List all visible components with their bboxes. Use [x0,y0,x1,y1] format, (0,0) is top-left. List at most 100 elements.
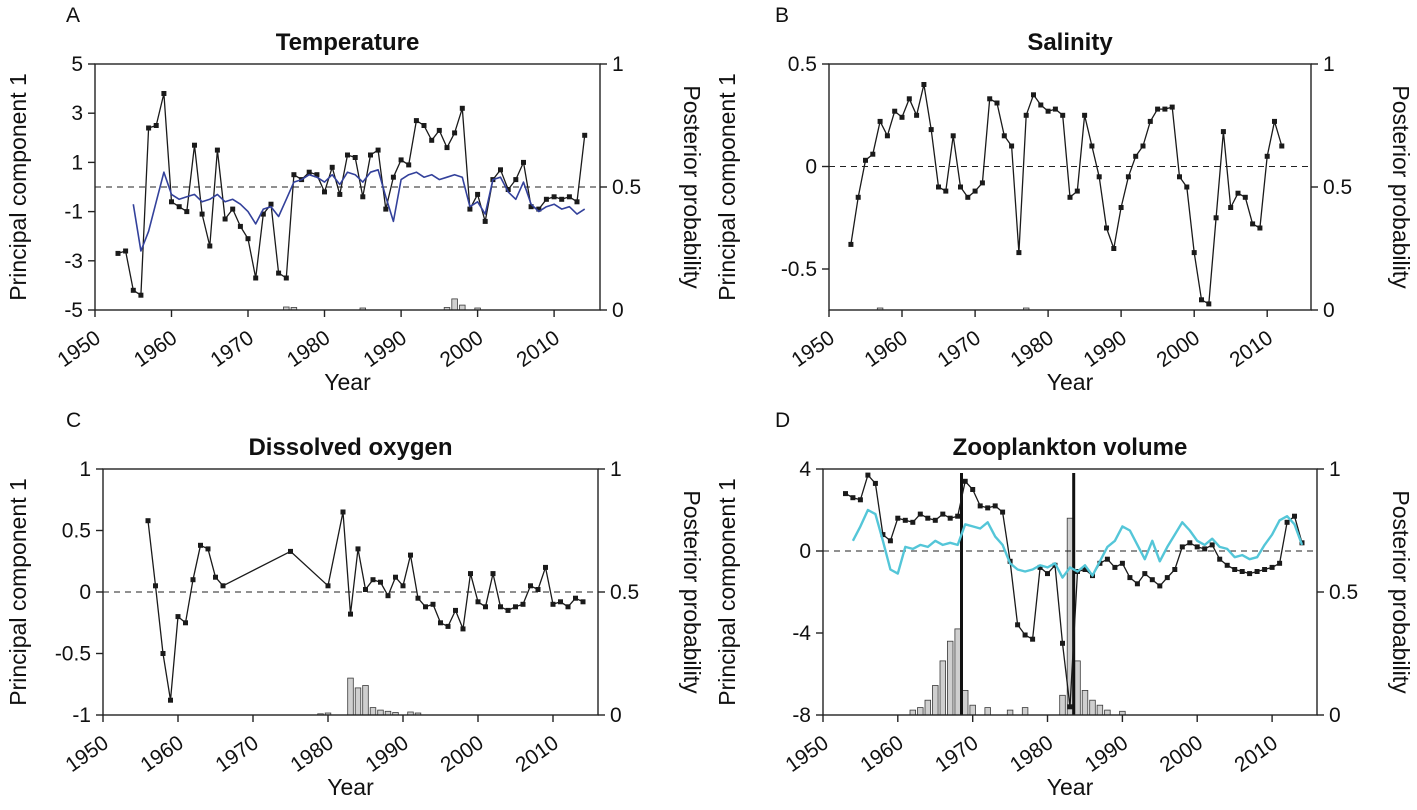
panel-title: Salinity [1027,29,1113,56]
data-point-marker [360,194,366,200]
data-point-marker [1045,571,1050,577]
data-point-marker [1052,106,1058,112]
data-point-marker [1250,221,1256,227]
data-point-marker [444,145,450,151]
data-point-marker [452,130,458,136]
data-point-marker [245,236,251,242]
data-point-marker [423,604,428,610]
panel-b-chart: 0.5 0 -0.5 1 0.5 0 1950 1960 1970 1980 1990 2000 201… [714,4,1414,395]
data-point-marker [1009,143,1015,149]
data-point-marker [551,194,557,200]
data-point-marker [895,515,901,521]
data-point-marker [1184,184,1190,190]
y-axis-label-right: Posterior probability [1388,490,1414,694]
data-point-marker [962,478,968,484]
data-point-marker [1202,546,1208,552]
posterior-probability-bar [369,707,377,716]
y-tick-label: 1 [71,151,83,174]
data-point-marker [928,127,934,133]
data-point-marker [884,133,890,139]
data-point-marker [855,194,861,200]
data-point-marker [115,250,121,256]
data-point-marker [445,623,451,629]
data-point-marker [183,620,188,626]
data-point-marker [436,127,442,133]
posterior-probability-bar [1096,704,1104,716]
posterior-probability-bar [1089,699,1096,716]
posterior-probability-bar [946,640,954,716]
data-point-marker [528,583,533,589]
data-point-marker [322,189,327,195]
posterior-probability-bar [939,660,946,716]
data-point-marker [260,211,266,217]
panel-a-temperature: 5 3 1 -1 -3 -5 1 0.5 0 1950 1960 1970 1980 1990 2000 20… [0,0,708,405]
data-point-marker [184,209,190,215]
data-point-marker [528,204,534,210]
data-point-marker [169,199,174,205]
data-point-marker [475,599,481,605]
data-point-marker [498,167,503,173]
right-tick-label: 0 [1329,704,1341,727]
data-point-marker [848,241,854,247]
x-axis-label: Year [1047,369,1094,395]
data-point-marker [943,188,949,194]
data-point-marker [1213,215,1219,221]
data-point-marker [268,201,274,207]
data-point-marker [1127,575,1133,581]
right-tick-label: 0 [1323,299,1335,322]
data-point-marker [467,206,473,212]
data-point-marker [573,595,578,601]
posterior-probability-bar [969,704,976,716]
data-point-marker [153,583,158,589]
data-point-marker [198,542,203,548]
data-point-marker [222,216,228,222]
data-point-marker [925,515,931,521]
data-point-marker [550,601,556,607]
x-tick-label: 2000 [436,731,487,777]
x-tick-label: 1970 [931,731,982,777]
data-point-marker [1001,133,1007,139]
data-point-marker [438,620,443,626]
data-point-marker [230,206,236,212]
data-point-marker [1262,567,1268,572]
y-tick-label: 0 [79,581,91,604]
x-tick-label: 1960 [860,326,911,372]
data-point-marker [1269,564,1275,570]
x-tick-label: 1950 [787,326,838,372]
data-point-marker [1179,544,1185,550]
posterior-probability-bar [354,687,362,716]
panel-c-chart: 1 0.5 0 -0.5 -1 1 0.5 0 1950 1960 1970 1980 1990 2000… [5,409,705,800]
posterior-probability-bar [1081,689,1089,716]
panel-title: Dissolved oxygen [248,434,452,461]
data-point-marker [415,595,421,601]
data-point-marker [1172,567,1178,572]
data-point-marker [843,491,848,497]
data-point-marker [1037,564,1043,570]
data-point-marker [400,583,406,589]
data-point-marker [536,206,542,212]
data-point-marker [329,164,335,170]
data-point-marker [190,577,196,583]
data-point-marker [921,82,927,87]
posterior-probability-bar [377,709,384,716]
panel-title: Zooplankton volume [953,434,1188,461]
data-point-marker [977,503,983,509]
x-axis-label: Year [324,369,371,395]
data-point-marker [340,509,346,515]
data-point-marker [947,515,953,521]
data-point-marker [390,174,396,180]
data-point-marker [1082,112,1088,118]
right-tick-label: 0.5 [1323,176,1352,199]
data-point-marker [857,497,863,503]
data-point-marker [413,118,419,124]
data-point-marker [535,587,541,592]
data-point-marker [1096,174,1102,180]
data-point-marker [1112,564,1118,570]
y-tick-label: -4 [792,622,811,645]
x-tick-label: 1990 [359,326,410,372]
x-tick-label: 1950 [61,731,112,777]
data-point-marker [1199,297,1204,303]
data-point-marker [393,574,398,580]
posterior-probability-bar [1074,660,1081,716]
data-point-marker [146,125,152,131]
